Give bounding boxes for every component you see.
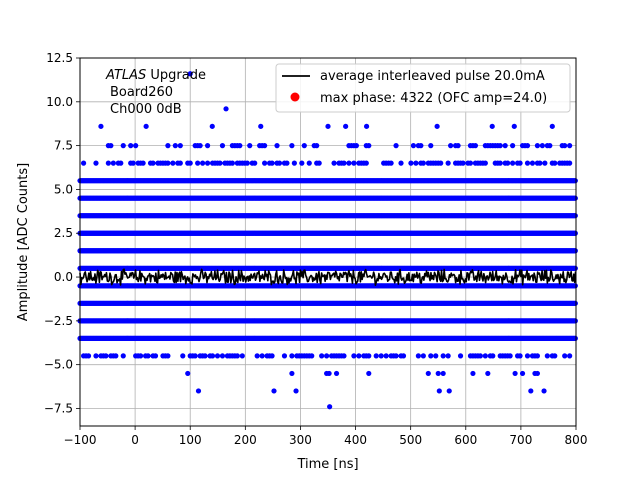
data-point <box>572 195 578 201</box>
data-point <box>572 283 578 289</box>
data-point <box>572 248 578 254</box>
scatter-series <box>77 71 578 410</box>
data-point <box>572 230 578 236</box>
data-point <box>572 178 578 184</box>
data-point <box>572 265 578 271</box>
data-point <box>572 213 578 219</box>
